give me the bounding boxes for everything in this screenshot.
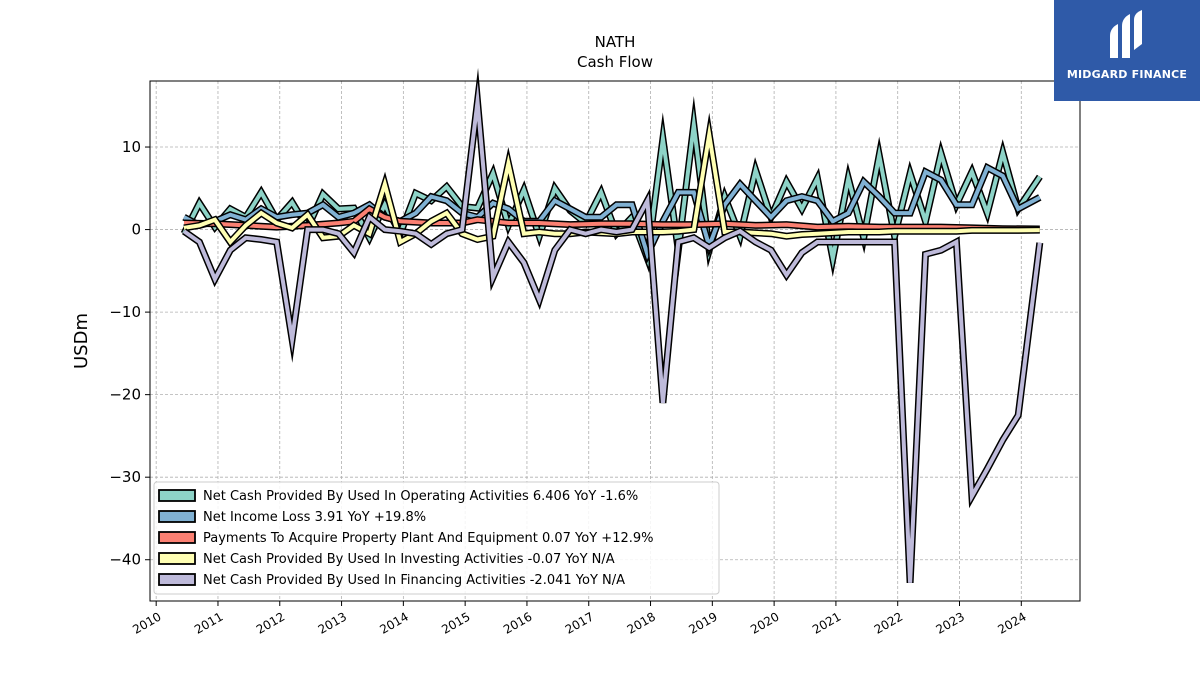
x-tick-label: 2023 (934, 609, 967, 636)
series-core (183, 206, 1040, 231)
x-tick-label: 2020 (748, 609, 781, 636)
series-line-2 (182, 162, 1042, 264)
legend-item: Net Cash Provided By Used In Financing A… (158, 573, 625, 588)
legend-label: Net Cash Provided By Used In Financing A… (203, 573, 625, 588)
brand-logo: MIDGARD FINANCE (1054, 0, 1200, 101)
y-tick-label: −20 (109, 386, 141, 404)
x-tick-label: 2017 (563, 609, 596, 636)
x-tick-label: 2010 (130, 609, 163, 636)
legend-label: Payments To Acquire Property Plant And E… (203, 531, 654, 546)
y-tick-label: 10 (122, 138, 141, 156)
legend-label: Net Cash Provided By Used In Operating A… (203, 489, 638, 504)
chart-title: NATH (595, 33, 636, 51)
legend-item: Payments To Acquire Property Plant And E… (158, 531, 654, 546)
x-tick-label: 2022 (872, 609, 905, 636)
x-tick-label: 2024 (995, 609, 1028, 636)
series-line-5 (181, 67, 1044, 583)
y-tick-label: −10 (109, 303, 141, 321)
legend-swatch (158, 531, 196, 544)
x-tick-label: 2018 (625, 609, 658, 636)
x-tick-label: 2015 (439, 609, 472, 636)
series-outline (180, 96, 1043, 278)
series-line-1 (180, 96, 1043, 278)
legend-swatch (158, 552, 196, 565)
series-core (183, 164, 1041, 260)
legend-item: Net Cash Provided By Used In Investing A… (158, 552, 615, 567)
legend-item: Net Cash Provided By Used In Operating A… (158, 489, 638, 504)
x-tick-label: 2019 (686, 609, 719, 636)
legend-label: Net Cash Provided By Used In Investing A… (203, 552, 615, 567)
legend-item: Net Income Loss 3.91 YoY +19.8% (158, 510, 426, 525)
legend-swatch (158, 510, 196, 523)
series-line-3 (183, 204, 1040, 233)
legend-box (153, 481, 720, 595)
x-tick-label: 2011 (192, 609, 225, 636)
plot-frame (149, 80, 1081, 602)
x-tick-label: 2014 (377, 609, 410, 636)
legend: Net Cash Provided By Used In Operating A… (153, 481, 720, 595)
y-tick-layer: 10 0 −10 −20 −30 −40 (109, 138, 150, 569)
series-core (182, 82, 1042, 583)
y-axis-label: USDm (71, 313, 92, 369)
y-tick-label: 0 (131, 221, 141, 239)
series-layer (180, 67, 1044, 583)
midgard-logo-icon (1110, 10, 1142, 58)
legend-swatch (158, 573, 196, 586)
legend-label: Net Income Loss 3.91 YoY +19.8% (203, 510, 426, 525)
series-core (182, 108, 1042, 270)
y-tick-label: −40 (109, 551, 141, 569)
chart-subtitle: Cash Flow (577, 53, 653, 71)
logo-text: MIDGARD FINANCE (1066, 68, 1188, 81)
x-tick-label: 2021 (810, 609, 843, 636)
x-tick-label: 2012 (254, 609, 287, 636)
x-tick-label: 2016 (501, 609, 534, 636)
y-tick-label: −30 (109, 468, 141, 486)
x-tick-label: 2013 (316, 609, 349, 636)
x-tick-layer: 2010 2011 2012 2013 2014 2015 2016 2017 2018 2019… (130, 601, 1029, 637)
legend-swatch (158, 489, 196, 502)
